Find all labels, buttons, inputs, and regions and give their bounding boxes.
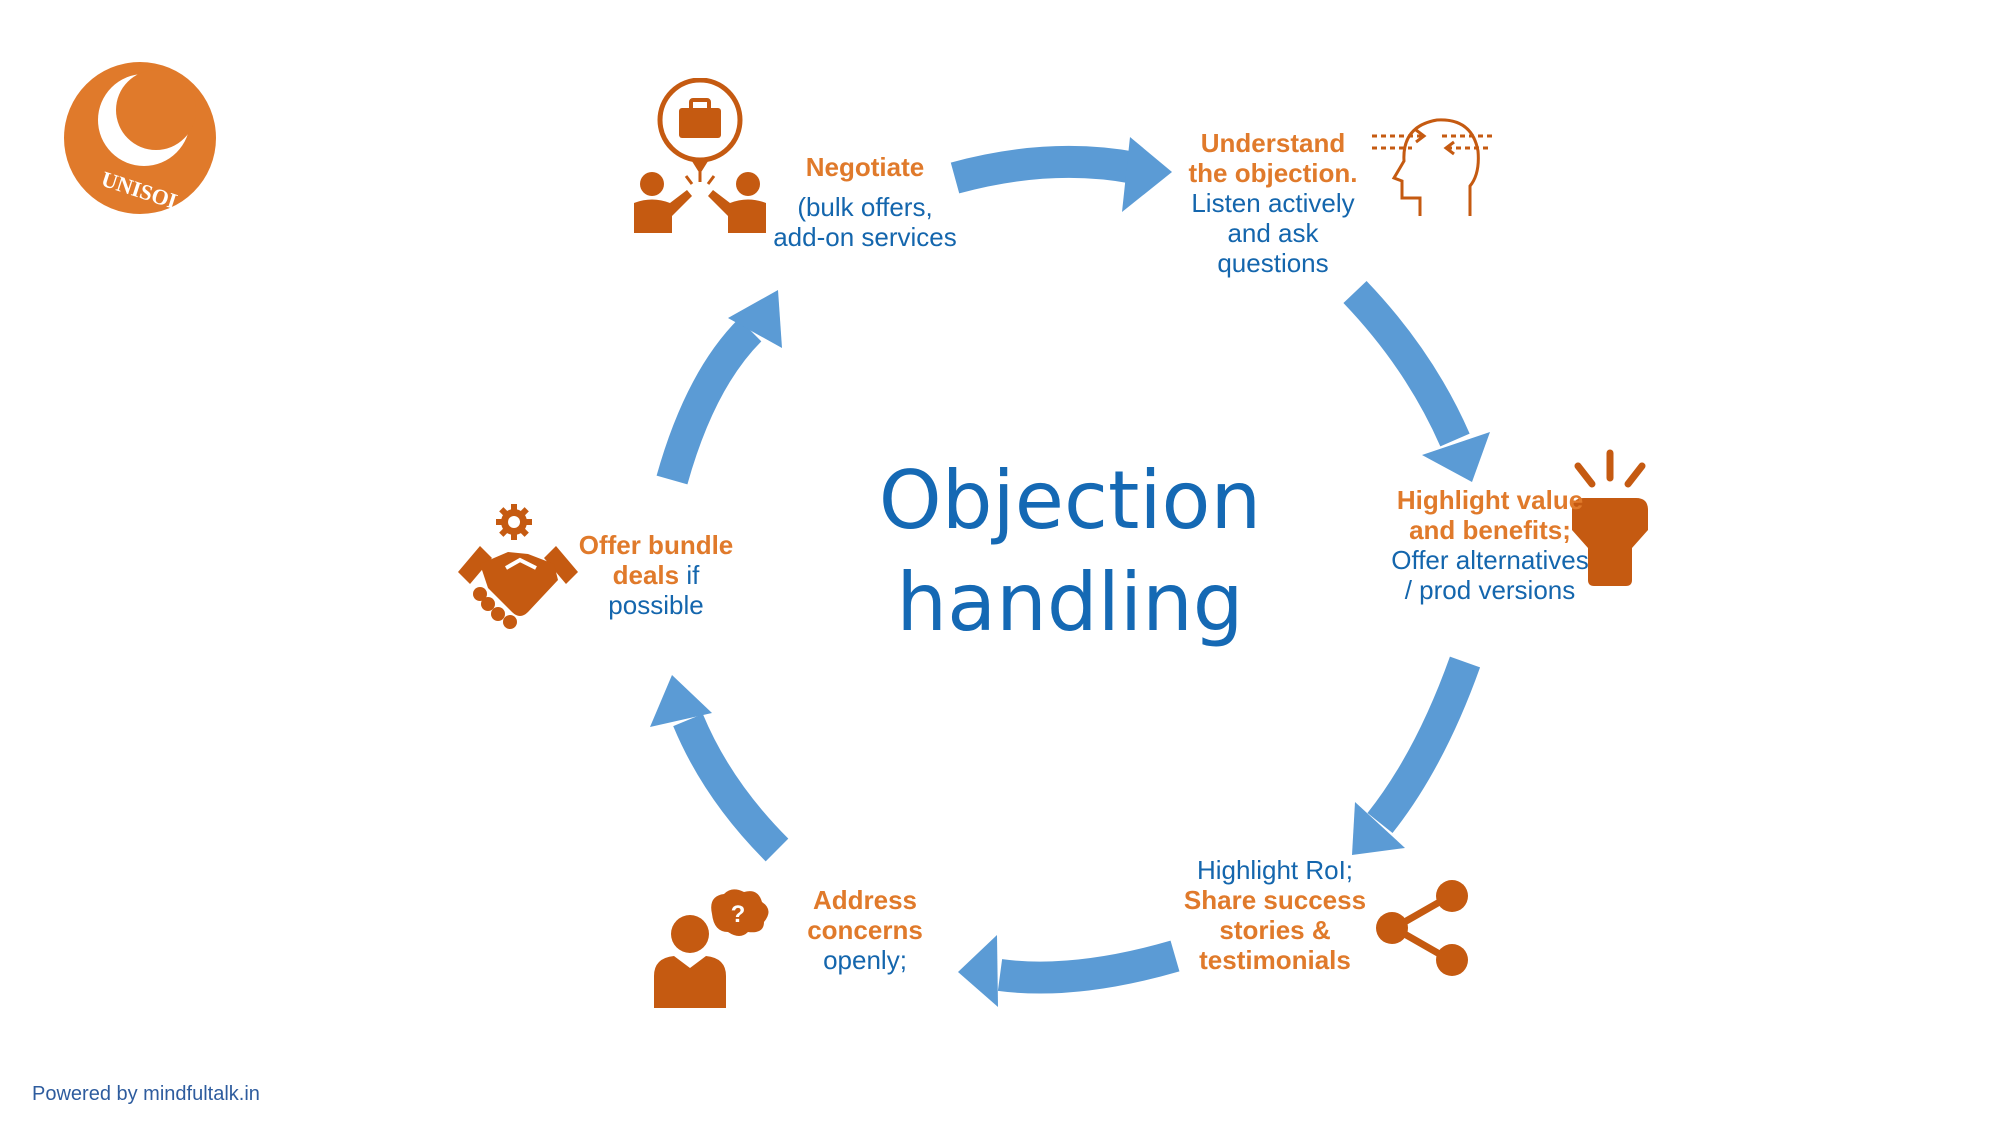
arrow-bundle-to-negotiate [656, 318, 762, 485]
arrowhead-4 [958, 935, 998, 1007]
arrow-address-to-bundle [673, 713, 789, 862]
negotiation-icon [634, 78, 766, 233]
handshake-gear-icon [458, 504, 578, 629]
arrowhead-2 [1422, 432, 1490, 482]
arrowhead-6 [728, 290, 782, 348]
step-roi-heading: Share success stories & testimonials [1183, 885, 1367, 975]
step-address-detail: openly; [823, 945, 907, 975]
step-address-heading: Address concerns [807, 885, 923, 945]
step-negotiate: Negotiate (bulk offers, add-on services [770, 152, 960, 252]
svg-text:?: ? [731, 901, 746, 928]
step-understand-detail: Listen actively and ask questions [1191, 188, 1355, 278]
diagram-title: Objection handling [840, 450, 1300, 654]
step-roi: Highlight RoI; Share success stories & t… [1180, 855, 1370, 975]
step-understand-heading: Understand the objection. [1188, 128, 1358, 188]
title-line-1: Objection [878, 454, 1262, 547]
arrow-roi-to-address [997, 940, 1180, 994]
arrowhead-1 [1122, 137, 1172, 212]
step-roi-detail: Highlight RoI; [1196, 855, 1354, 885]
step-address: Address concerns openly; [790, 885, 940, 975]
step-bundle-detail: if possible [608, 560, 704, 620]
head-thinking-icon [1372, 118, 1492, 216]
spotlight-icon [1572, 449, 1648, 586]
unisol-logo: UNISOL [64, 62, 216, 216]
step-negotiate-heading: Negotiate [805, 152, 925, 182]
title-line-2: handling [896, 556, 1244, 649]
arrowhead-5 [650, 675, 712, 727]
step-bundle-heading: Offer bundle deals [578, 530, 734, 590]
share-icon [1376, 880, 1468, 976]
arrowhead-3 [1352, 802, 1405, 855]
step-highlight-heading: Highlight value and benefits; [1396, 485, 1584, 545]
step-highlight: Highlight value and benefits; Offer alte… [1390, 485, 1590, 605]
arrow-highlight-to-roi [1367, 656, 1481, 833]
powered-by-footer: Powered by mindfultalk.in [32, 1083, 260, 1105]
step-understand: Understand the objection. Listen activel… [1178, 128, 1368, 278]
step-highlight-detail: Offer alternatives / prod versions [1391, 545, 1589, 605]
step-bundle: Offer bundle deals if possible [570, 530, 742, 620]
arrow-negotiate-to-understand [950, 145, 1138, 194]
person-question-icon: ? [654, 889, 769, 1008]
step-negotiate-detail: (bulk offers, add-on services [773, 192, 957, 252]
arrow-understand-to-highlight [1343, 280, 1470, 447]
